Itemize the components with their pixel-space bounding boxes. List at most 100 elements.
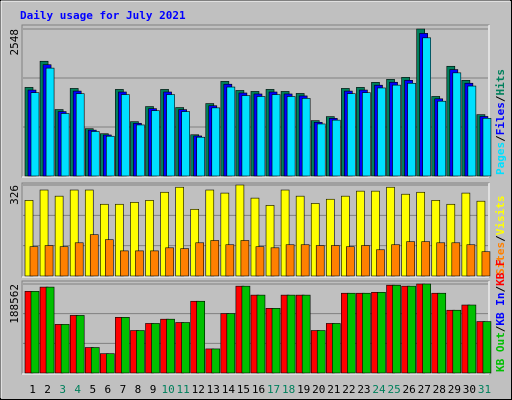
bar [250,197,260,277]
bar [446,203,456,277]
x-tick-label: 17 [267,383,280,396]
bar [225,244,235,277]
bar [235,184,245,277]
bar [401,193,410,277]
x-tick-label: 30 [463,383,476,396]
bar [392,84,401,177]
x-tick-label: 14 [222,383,236,396]
x-tick-label: 15 [237,383,250,396]
x-tick-label: 5 [89,383,96,396]
legend-entry: KB F [494,259,507,286]
bar [467,85,477,177]
x-tick-label: 8 [135,383,142,396]
bar [29,246,39,277]
bar [280,189,290,277]
bar [24,200,34,277]
bar [431,200,441,277]
x-tick-label: 10 [161,383,174,396]
x-tick-label: 20 [312,383,325,396]
bar [181,322,190,374]
bar [256,294,266,374]
x-tick-label: 1 [29,383,36,396]
y-tick-label: 2548 [8,29,21,56]
bar [210,240,220,277]
bar [361,245,370,277]
bar [75,315,85,374]
bar [39,189,49,277]
x-tick-label: 27 [418,383,431,396]
x-tick-label: 9 [150,383,157,396]
bar [407,285,416,374]
bar [90,347,100,374]
legend-entry: Sites [494,242,507,275]
bar [181,111,190,177]
x-tick-label: 4 [74,383,81,396]
legend: KB Out/KB In/KB F [494,259,507,372]
bar [90,131,100,177]
bar [106,353,115,374]
bar [346,246,355,277]
x-tick-label: 18 [282,383,295,396]
bar [256,96,266,177]
bar [151,323,160,374]
bar [30,92,40,177]
bar [421,241,430,277]
x-tick-label: 28 [433,383,446,396]
bar [325,198,335,277]
bar [226,313,236,374]
bar [331,119,341,177]
bar [45,286,55,374]
bar [136,330,145,374]
bar [301,98,311,177]
bar [59,246,69,277]
bar [371,190,380,277]
bar [452,72,462,177]
bar [106,135,115,177]
legend: Pages/Files/Hits [494,69,507,175]
chart-title: Daily usage for July 2021 [20,9,186,22]
bar [74,242,84,277]
legend-entry: Visits [494,196,507,236]
bar [150,250,159,277]
bar [416,191,425,277]
bar [211,348,221,374]
x-tick-label: 23 [357,383,370,396]
bar [482,118,492,177]
bar [220,192,230,277]
x-tick-label: 31 [478,383,491,396]
x-tick-label: 26 [403,383,416,396]
bar [316,330,326,374]
bar [451,242,461,277]
legend-entry: Files [494,102,507,135]
bar [406,241,415,277]
x-tick-label: 24 [372,383,386,396]
bar [362,292,371,374]
x-tick-label: 11 [177,383,190,396]
bar [115,203,124,277]
bar [452,309,462,374]
bar [482,321,492,374]
legend-separator: / [494,325,507,332]
legend-entry: Pages [494,142,507,175]
bar [285,244,295,277]
bar [89,234,99,277]
bar [270,247,280,277]
x-tick-label: 13 [207,383,220,396]
bar [437,292,447,374]
bar [300,244,310,277]
bar [295,195,305,277]
bar [151,110,160,177]
x-tick-label: 6 [105,383,112,396]
x-tick-label: 3 [59,383,66,396]
bar [407,82,416,177]
bar [255,246,265,277]
bar [467,304,477,374]
legend-separator: / [494,135,507,142]
bar [54,195,64,277]
bar [44,245,54,277]
bar [476,200,486,277]
bar [175,186,184,277]
bar [286,294,296,374]
bar [347,292,356,374]
